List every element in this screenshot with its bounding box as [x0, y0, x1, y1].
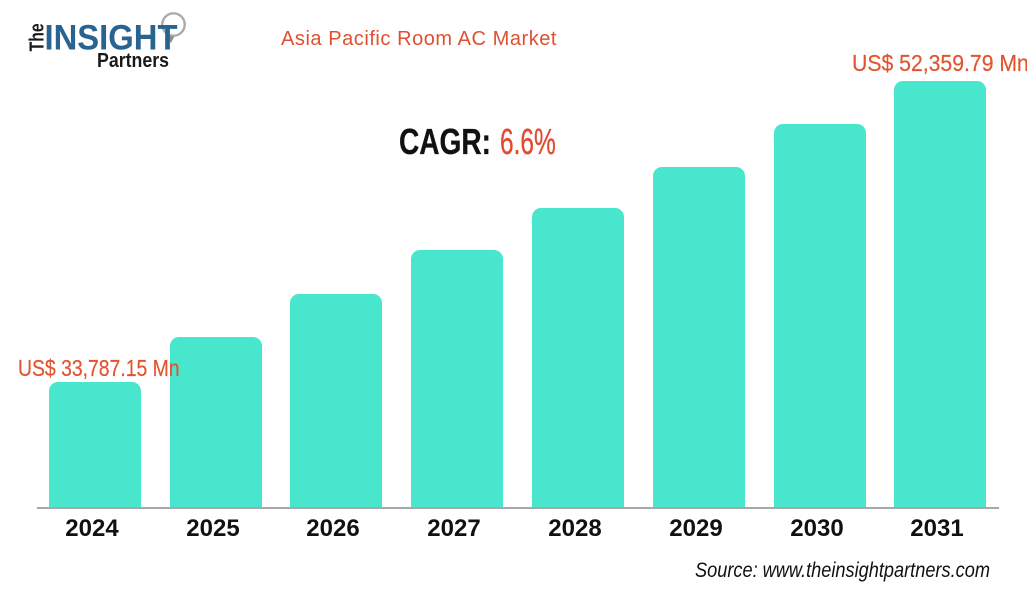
svg-text:INSIGHT: INSIGHT	[45, 19, 178, 58]
svg-text:Partners: Partners	[97, 50, 169, 72]
svg-text:The: The	[27, 23, 49, 51]
